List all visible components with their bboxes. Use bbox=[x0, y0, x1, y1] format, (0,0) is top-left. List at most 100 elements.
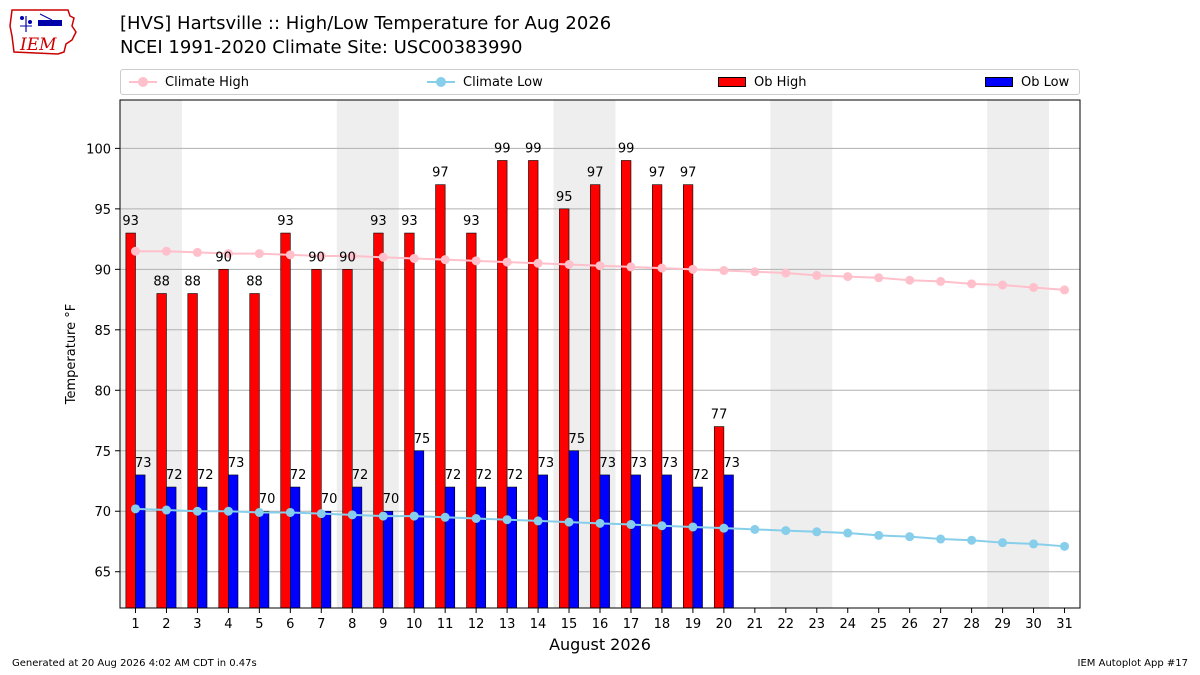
ob-low-label: 72 bbox=[352, 468, 369, 483]
x-tick-label: 16 bbox=[592, 617, 609, 632]
ob-high-bar bbox=[125, 232, 136, 609]
ob-low-label: 72 bbox=[197, 468, 214, 483]
x-tick-label: 2 bbox=[162, 617, 170, 632]
x-tick-label: 8 bbox=[348, 617, 356, 632]
x-tick-label: 29 bbox=[994, 617, 1011, 632]
climate-high-point bbox=[409, 253, 419, 263]
x-tick-label: 14 bbox=[530, 617, 547, 632]
legend-label-climate-low: Climate Low bbox=[463, 74, 543, 90]
ob-high-label: 95 bbox=[556, 190, 573, 205]
chart-subtitle: NCEI 1991-2020 Climate Site: USC00383990 bbox=[120, 37, 523, 58]
legend: Climate High Climate Low Ob High Ob Low bbox=[120, 69, 1080, 95]
x-tick-label: 20 bbox=[716, 617, 733, 632]
climate-low-point bbox=[812, 527, 822, 537]
climate-low-point bbox=[936, 534, 946, 544]
x-tick-label: 10 bbox=[406, 617, 423, 632]
ob-low-label: 73 bbox=[135, 456, 152, 471]
logo-text: IEM bbox=[19, 35, 57, 55]
climate-high-point bbox=[595, 261, 605, 271]
ob-high-label: 93 bbox=[277, 214, 294, 229]
ob-high-label: 99 bbox=[494, 141, 511, 156]
ob-high-bar bbox=[404, 232, 415, 609]
ob-high-bar bbox=[156, 293, 167, 609]
app-credit: IEM Autoplot App #17 bbox=[1077, 658, 1188, 669]
climate-high-point bbox=[750, 267, 760, 277]
legend-item-climate-high: Climate High bbox=[129, 70, 249, 94]
ob-high-bar bbox=[497, 160, 508, 609]
y-tick-label: 90 bbox=[94, 263, 111, 278]
ob-low-label: 72 bbox=[290, 468, 307, 483]
climate-high-point bbox=[905, 275, 915, 285]
ob-high-label: 97 bbox=[587, 166, 604, 181]
legend-swatch-climate-high bbox=[129, 77, 157, 87]
legend-item-ob-high: Ob High bbox=[718, 70, 807, 94]
climate-low-point bbox=[595, 518, 605, 528]
ob-low-label: 70 bbox=[383, 492, 400, 507]
ob-low-label: 72 bbox=[692, 468, 709, 483]
ob-high-bar bbox=[683, 184, 694, 609]
ob-high-label: 97 bbox=[649, 166, 666, 181]
x-tick-label: 23 bbox=[809, 617, 826, 632]
ob-low-bar bbox=[506, 486, 517, 609]
ob-low-bar bbox=[228, 474, 239, 609]
y-tick-label: 70 bbox=[94, 505, 111, 520]
x-tick-label: 28 bbox=[963, 617, 980, 632]
ob-high-bar bbox=[187, 293, 198, 609]
legend-item-climate-low: Climate Low bbox=[427, 70, 543, 94]
x-tick-label: 18 bbox=[654, 617, 671, 632]
ob-low-bar bbox=[135, 474, 146, 609]
ob-low-bar bbox=[320, 510, 332, 609]
climate-low-point bbox=[719, 523, 729, 533]
ob-low-label: 72 bbox=[166, 468, 183, 483]
climate-low-point bbox=[688, 522, 698, 532]
climate-high-point bbox=[533, 258, 543, 268]
ob-low-label: 75 bbox=[569, 432, 586, 447]
x-tick-label: 26 bbox=[901, 617, 918, 632]
ob-high-bar bbox=[280, 232, 291, 609]
ob-low-bar bbox=[413, 450, 425, 609]
ob-high-bar bbox=[218, 269, 229, 609]
legend-swatch-ob-high bbox=[718, 77, 746, 87]
climate-high-point bbox=[626, 262, 636, 272]
ob-high-label: 90 bbox=[339, 250, 356, 265]
ob-low-bar bbox=[290, 486, 301, 609]
x-tick-label: 24 bbox=[839, 617, 856, 632]
ob-high-label: 93 bbox=[401, 214, 418, 229]
climate-high-point bbox=[1060, 285, 1070, 295]
x-tick-label: 30 bbox=[1025, 617, 1042, 632]
x-tick-label: 22 bbox=[778, 617, 795, 632]
climate-high-point bbox=[192, 247, 202, 257]
ob-high-bar bbox=[528, 160, 539, 609]
ob-low-label: 72 bbox=[507, 468, 524, 483]
legend-label-ob-low: Ob Low bbox=[1021, 74, 1070, 90]
weekend-shade bbox=[770, 100, 833, 608]
climate-low-point bbox=[1060, 541, 1070, 551]
climate-low-point bbox=[843, 528, 853, 538]
ob-low-label: 73 bbox=[630, 456, 647, 471]
climate-high-point bbox=[440, 255, 450, 265]
x-tick-label: 7 bbox=[317, 617, 325, 632]
ob-high-bar bbox=[713, 426, 725, 609]
ob-low-bar bbox=[599, 474, 610, 609]
climate-high-point bbox=[688, 264, 698, 274]
legend-swatch-ob-low bbox=[985, 77, 1013, 87]
climate-low-point bbox=[316, 509, 326, 519]
ob-low-label: 73 bbox=[661, 456, 678, 471]
climate-low-point bbox=[378, 511, 388, 521]
ob-high-bar bbox=[249, 293, 260, 609]
ob-high-bar bbox=[652, 184, 663, 609]
x-tick-label: 5 bbox=[255, 617, 263, 632]
y-tick-label: 75 bbox=[94, 445, 111, 460]
climate-low-point bbox=[998, 538, 1008, 548]
x-tick-label: 15 bbox=[561, 617, 578, 632]
climate-high-point bbox=[874, 273, 884, 283]
legend-item-ob-low: Ob Low bbox=[985, 70, 1069, 94]
climate-high-point bbox=[564, 259, 574, 269]
climate-high-point bbox=[161, 246, 171, 256]
climate-high-point bbox=[998, 280, 1008, 290]
ob-high-label: 93 bbox=[122, 214, 139, 229]
ob-high-label: 88 bbox=[153, 275, 170, 290]
climate-high-point bbox=[471, 256, 481, 266]
climate-low-point bbox=[750, 524, 760, 534]
